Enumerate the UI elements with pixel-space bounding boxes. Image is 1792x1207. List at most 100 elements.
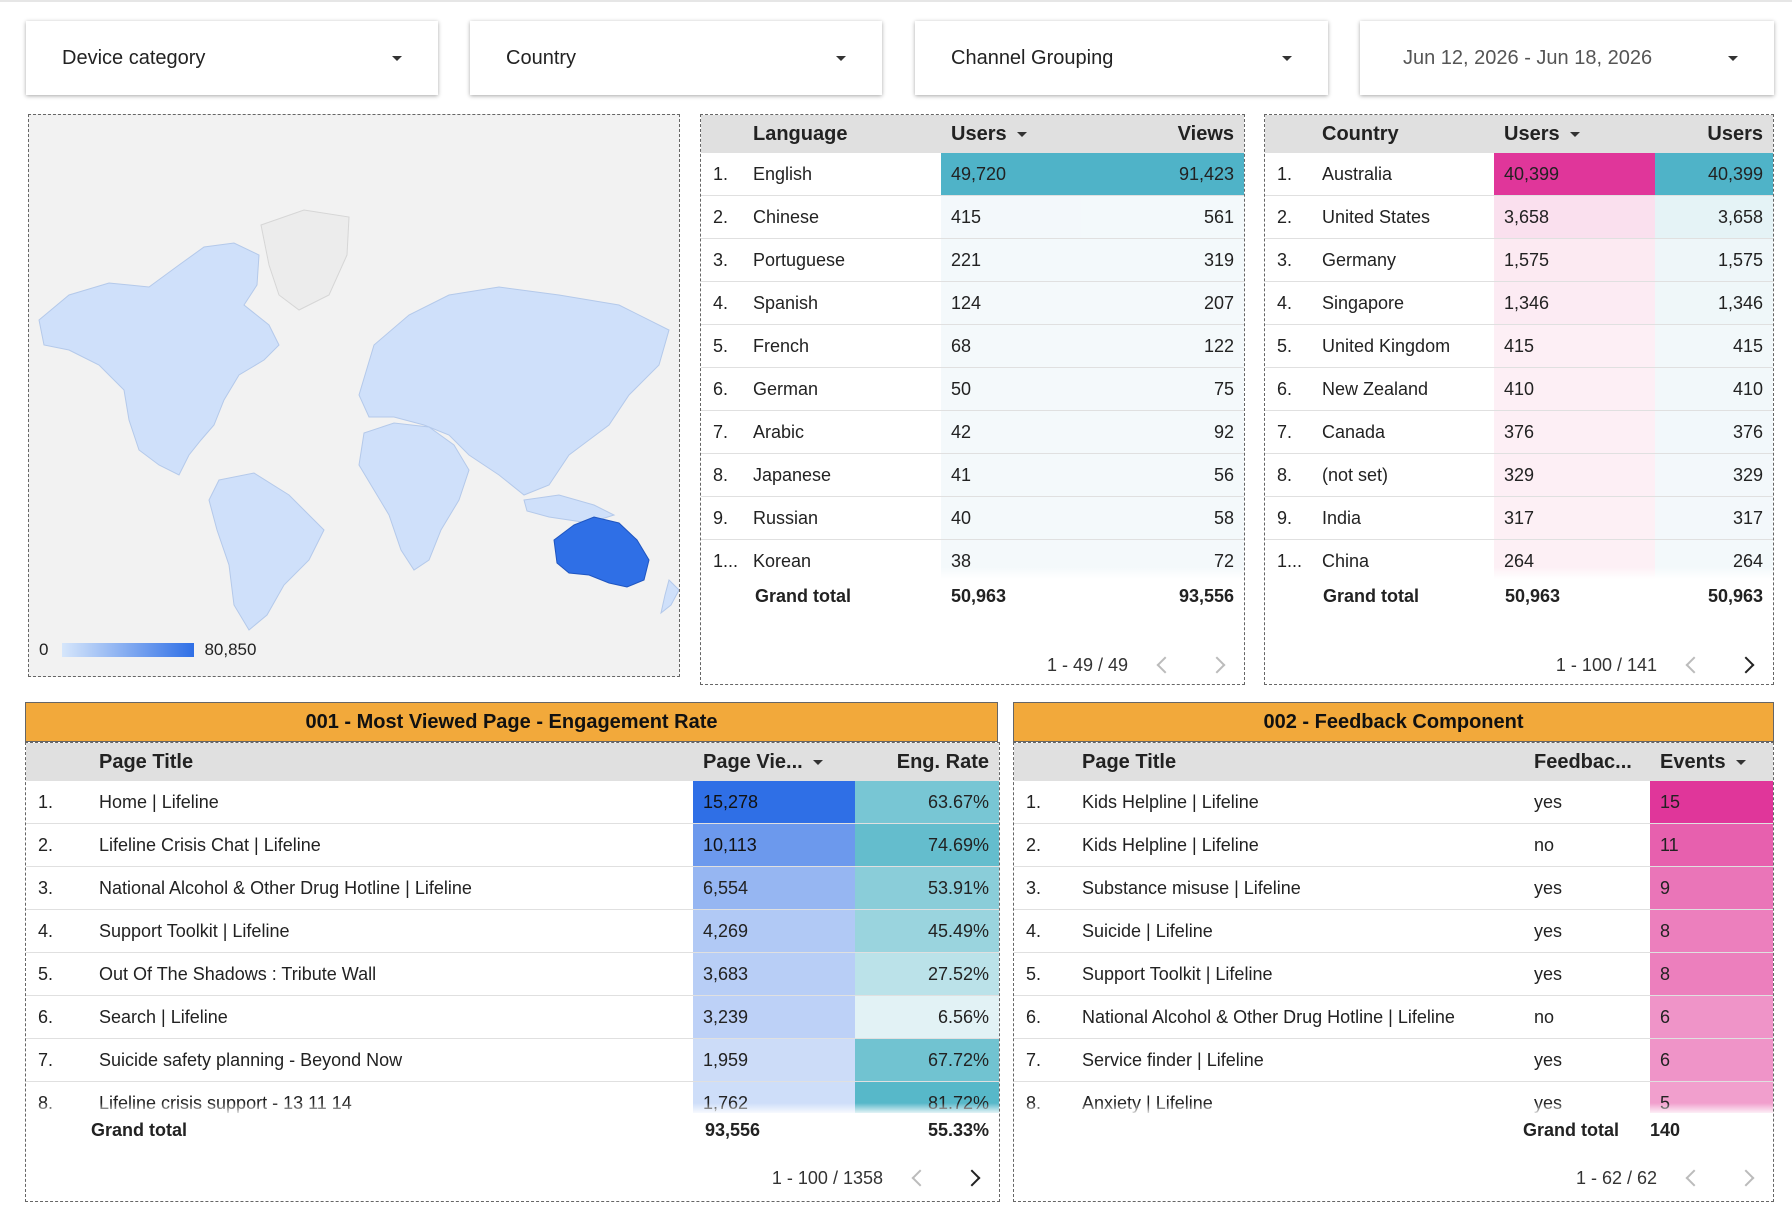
next-page-button[interactable]	[957, 1163, 987, 1193]
page-views-cell: 10,113	[693, 823, 855, 867]
language-table-panel[interactable]: Language Users Views 1. English 49,720 91,4…	[700, 114, 1245, 685]
row-index: 1.	[1265, 153, 1312, 196]
table-row[interactable]: 4. Support Toolkit | Lifeline 4,269 45.49%	[26, 909, 999, 953]
row-index: 3.	[1265, 238, 1312, 282]
views-cell: 319	[1081, 238, 1244, 282]
views-cell: 207	[1081, 281, 1244, 325]
table-row[interactable]: 1. Australia 40,399 40,399	[1265, 153, 1773, 196]
table-row[interactable]: 4. Spanish 124 207	[701, 281, 1244, 325]
feedback-cell: yes	[1524, 952, 1650, 996]
language-name: Spanish	[743, 281, 941, 325]
table-row[interactable]: 3. National Alcohol & Other Drug Hotline …	[26, 866, 999, 910]
table-row[interactable]: 7. Service finder | Lifeline yes 6	[1014, 1038, 1773, 1082]
page-title-cell: Lifeline Crisis Chat | Lifeline	[89, 823, 693, 867]
users-cell: 376	[1494, 410, 1655, 454]
table-row[interactable]: 1. Home | Lifeline 15,278 63.67%	[26, 781, 999, 824]
grand-total-users: 50,963	[951, 585, 1007, 606]
table-row[interactable]: 2. Chinese 415 561	[701, 195, 1244, 239]
language-name: French	[743, 324, 941, 368]
table-row[interactable]: 1. English 49,720 91,423	[701, 153, 1244, 196]
country-name: New Zealand	[1312, 367, 1494, 411]
views-cell: 122	[1081, 324, 1244, 368]
table-row[interactable]: 2. Kids Helpline | Lifeline no 11	[1014, 823, 1773, 867]
table-row[interactable]: 7. Suicide safety planning - Beyond Now 1,…	[26, 1038, 999, 1082]
table-row[interactable]: 5. Out Of The Shadows : Tribute Wall 3,683…	[26, 952, 999, 996]
users-secondary-header[interactable]: Users	[1655, 115, 1773, 153]
channel-grouping-filter[interactable]: Channel Grouping	[915, 21, 1328, 95]
users-header[interactable]: Users	[1494, 115, 1655, 153]
most-viewed-pages-panel[interactable]: Page Title Page Vie... Eng. Rate 1. Home …	[25, 742, 1000, 1202]
country-pagination: 1 - 100 / 141	[1556, 650, 1761, 680]
chevron-right-icon	[1737, 656, 1755, 674]
prev-page-button[interactable]	[1679, 650, 1709, 680]
table-row[interactable]: 4. Singapore 1,346 1,346	[1265, 281, 1773, 325]
table-row[interactable]: 6. Search | Lifeline 3,239 6.56%	[26, 995, 999, 1039]
page-views-cell: 4,269	[693, 909, 855, 953]
feedback-header[interactable]: Feedbac...	[1524, 743, 1650, 781]
grand-total-row: Grand total 140	[1014, 1113, 1773, 1147]
next-page-button[interactable]	[1731, 650, 1761, 680]
table-row[interactable]: 2. Lifeline Crisis Chat | Lifeline 10,113 7…	[26, 823, 999, 867]
page-title-cell: Kids Helpline | Lifeline	[1072, 823, 1524, 867]
table-row[interactable]: 9. Russian 40 58	[701, 496, 1244, 540]
events-cell: 8	[1650, 952, 1773, 996]
world-map[interactable]	[29, 155, 680, 635]
prev-page-button[interactable]	[1679, 1163, 1709, 1193]
language-header[interactable]: Language	[743, 115, 941, 153]
users-secondary-cell: 329	[1655, 453, 1773, 497]
row-index: 7.	[26, 1038, 89, 1082]
users-header[interactable]: Users	[941, 115, 1081, 153]
prev-page-button[interactable]	[1150, 650, 1180, 680]
index-header	[701, 115, 743, 153]
page-title-header[interactable]: Page Title	[89, 743, 693, 781]
table-row[interactable]: 6. German 50 75	[701, 367, 1244, 411]
table-row[interactable]: 6. National Alcohol & Other Drug Hotline …	[1014, 995, 1773, 1039]
next-page-button[interactable]	[1202, 650, 1232, 680]
device-category-filter[interactable]: Device category	[26, 21, 438, 95]
events-header-label: Events	[1660, 750, 1726, 773]
page-views-header[interactable]: Page Vie...	[693, 743, 855, 781]
table-row[interactable]: 3. Germany 1,575 1,575	[1265, 238, 1773, 282]
dropdown-caret-icon	[392, 55, 402, 61]
channel-grouping-label: Channel Grouping	[951, 46, 1114, 69]
table-row[interactable]: 5. United Kingdom 415 415	[1265, 324, 1773, 368]
prev-page-button[interactable]	[905, 1163, 935, 1193]
page-title-cell: Substance misuse | Lifeline	[1072, 866, 1524, 910]
next-page-button[interactable]	[1731, 1163, 1761, 1193]
country-filter[interactable]: Country	[470, 21, 882, 95]
row-index: 3.	[1014, 866, 1072, 910]
grand-total-label: Grand total	[1523, 1119, 1620, 1140]
table-row[interactable]: 8. Japanese 41 56	[701, 453, 1244, 497]
table-row[interactable]: 6. New Zealand 410 410	[1265, 367, 1773, 411]
language-name: Chinese	[743, 195, 941, 239]
table-row[interactable]: 3. Portuguese 221 319	[701, 238, 1244, 282]
page-views-cell: 1,959	[693, 1038, 855, 1082]
feedback-component-panel[interactable]: Page Title Feedbac... Events 1. Kids Help…	[1013, 742, 1774, 1202]
row-index: 6.	[1265, 367, 1312, 411]
table-row[interactable]: 7. Canada 376 376	[1265, 410, 1773, 454]
table-row[interactable]: 3. Substance misuse | Lifeline yes 9	[1014, 866, 1773, 910]
table-row[interactable]: 7. Arabic 42 92	[701, 410, 1244, 454]
eng-rate-header[interactable]: Eng. Rate	[855, 743, 999, 781]
country-table-panel[interactable]: Country Users Users 1. Australia 40,399 40,…	[1264, 114, 1774, 685]
table-row[interactable]: 9. India 317 317	[1265, 496, 1773, 540]
row-index: 2.	[1265, 195, 1312, 239]
users-secondary-cell: 1,346	[1655, 281, 1773, 325]
events-header[interactable]: Events	[1650, 743, 1773, 781]
eng-rate-cell: 45.49%	[855, 909, 999, 953]
table-row[interactable]: 5. French 68 122	[701, 324, 1244, 368]
table-row[interactable]: 5. Support Toolkit | Lifeline yes 8	[1014, 952, 1773, 996]
country-header[interactable]: Country	[1312, 115, 1494, 153]
australia-region	[553, 516, 650, 588]
users-cell: 415	[941, 195, 1081, 239]
users-cell: 41	[941, 453, 1081, 497]
views-header[interactable]: Views	[1081, 115, 1244, 153]
page-title-header[interactable]: Page Title	[1072, 743, 1524, 781]
table-row[interactable]: 2. United States 3,658 3,658	[1265, 195, 1773, 239]
table-row[interactable]: 1. Kids Helpline | Lifeline yes 15	[1014, 781, 1773, 824]
table-row[interactable]: 8. (not set) 329 329	[1265, 453, 1773, 497]
table-row[interactable]: 4. Suicide | Lifeline yes 8	[1014, 909, 1773, 953]
eng-rate-cell: 63.67%	[855, 781, 999, 824]
geo-map-panel[interactable]: 0 80,850	[28, 114, 680, 677]
date-range-picker[interactable]: Jun 12, 2026 - Jun 18, 2026	[1360, 21, 1774, 95]
